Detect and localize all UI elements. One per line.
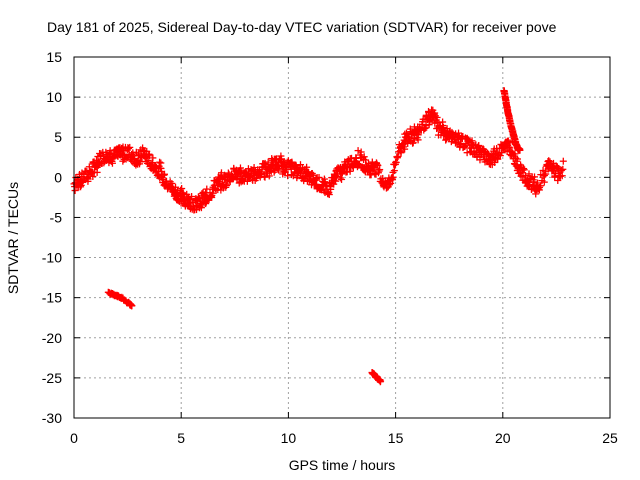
y-axis-label: SDTVAR / TECUs (5, 182, 21, 294)
data-point (540, 178, 548, 186)
data-point (126, 143, 134, 151)
y-tick-label: 0 (54, 169, 62, 185)
data-point (498, 149, 506, 157)
data-point (315, 173, 323, 181)
data-point (514, 155, 522, 163)
y-tick-label: -10 (42, 250, 62, 266)
data-point (521, 172, 529, 180)
data-point (188, 192, 196, 200)
data-point (178, 185, 186, 193)
x-tick-label: 20 (495, 430, 511, 446)
data-point (506, 144, 514, 152)
data-point (377, 377, 385, 385)
data-point (320, 187, 328, 195)
x-tick-label: 15 (388, 430, 404, 446)
y-tick-label: -20 (42, 330, 62, 346)
data-point (327, 185, 335, 193)
data-point (379, 174, 387, 182)
data-point (559, 165, 567, 173)
data-points (70, 87, 567, 386)
data-point (511, 150, 519, 158)
data-point (389, 173, 397, 181)
data-point (354, 147, 362, 155)
data-point (397, 148, 405, 156)
data-point (554, 176, 562, 184)
data-point (360, 153, 368, 161)
data-point (332, 177, 340, 185)
data-point (409, 139, 417, 147)
x-tick-label: 0 (70, 430, 78, 446)
data-point (544, 165, 552, 173)
data-point (520, 166, 528, 174)
data-point (537, 182, 545, 190)
data-point (136, 158, 144, 166)
data-point (542, 170, 550, 178)
data-point (390, 167, 398, 175)
data-point (128, 302, 136, 310)
data-point (79, 177, 87, 185)
axis-ticks (73, 56, 611, 419)
data-point (250, 164, 258, 172)
data-point (463, 149, 471, 157)
data-point (559, 157, 567, 165)
data-point (376, 166, 384, 174)
y-tick-label: 5 (54, 129, 62, 145)
data-point (558, 172, 566, 180)
data-point (525, 170, 533, 178)
x-tick-label: 10 (281, 430, 297, 446)
y-tick-label: -30 (42, 410, 62, 426)
tick-labels: 0 5 10 15 20 25 -30 -25 -20 -15 -10 -5 0 5 10 15 (42, 49, 618, 446)
data-point (336, 174, 344, 182)
data-point (374, 161, 382, 169)
plot-frame (73, 56, 611, 419)
data-point (473, 152, 481, 160)
data-point (157, 164, 165, 172)
y-tick-label: -15 (42, 290, 62, 306)
x-axis-label: GPS time / hours (289, 457, 396, 473)
y-tick-label: 10 (46, 89, 62, 105)
data-point (120, 147, 128, 155)
x-tick-label: 25 (602, 430, 618, 446)
chart-title: Day 181 of 2025, Sidereal Day-to-day VTE… (47, 19, 557, 35)
data-point (125, 144, 133, 152)
data-point (496, 152, 504, 160)
data-point (145, 152, 153, 160)
data-point (422, 124, 430, 132)
data-point (275, 166, 283, 174)
y-tick-label: -5 (50, 209, 63, 225)
x-tick-label: 5 (177, 430, 185, 446)
data-point (312, 174, 320, 182)
data-point (540, 171, 548, 179)
data-point (516, 146, 524, 154)
y-tick-label: 15 (46, 49, 62, 65)
grid-lines (74, 57, 610, 418)
data-point (401, 145, 409, 153)
data-point (223, 182, 231, 190)
data-point (144, 156, 152, 164)
data-point (265, 172, 273, 180)
y-tick-label: -25 (42, 370, 62, 386)
data-point (161, 170, 169, 178)
data-point (261, 173, 269, 181)
data-point (461, 142, 469, 150)
data-point (426, 118, 434, 126)
